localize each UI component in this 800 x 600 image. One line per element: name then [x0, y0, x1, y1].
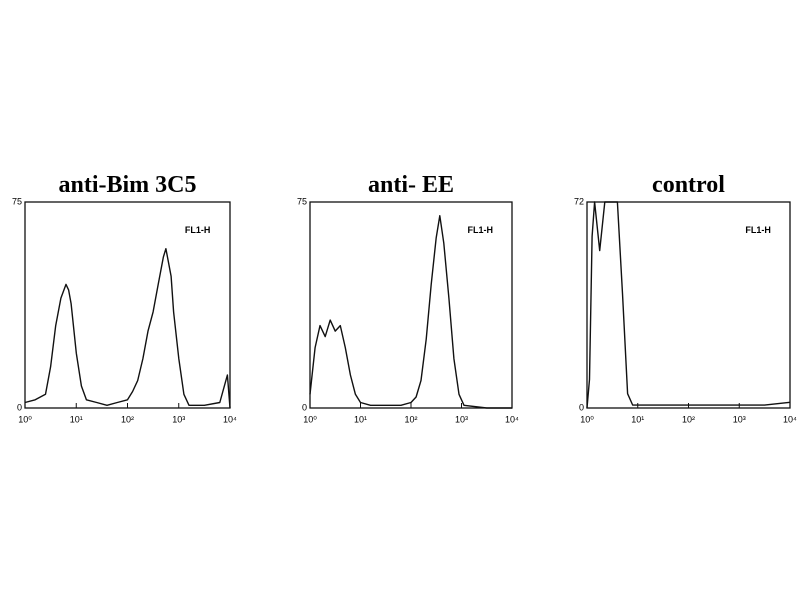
x-tick-label: 10² [404, 414, 417, 424]
panel-title: control [652, 172, 725, 198]
histogram-line [24, 248, 231, 409]
x-tick-label: 10¹ [354, 414, 367, 424]
y-tick-label: 0 [302, 402, 307, 412]
y-tick-label: 72 [574, 196, 584, 206]
y-tick-label: 75 [12, 196, 22, 206]
y-tick-label: 0 [579, 402, 584, 412]
annotation: FL1-H [745, 225, 771, 235]
x-tick-label: 10⁰ [303, 414, 317, 424]
x-tick-label: 10⁴ [783, 414, 797, 424]
annotation: FL1-H [468, 225, 494, 235]
panel-title: anti- EE [368, 172, 454, 198]
x-tick-label: 10³ [455, 414, 468, 424]
annotation: FL1-H [185, 225, 211, 235]
x-tick-label: 10² [121, 414, 134, 424]
panel-title: anti-Bim 3C5 [59, 172, 197, 198]
x-tick-label: 10⁰ [580, 414, 594, 424]
histogram-line [309, 215, 512, 409]
x-tick-label: 10⁴ [223, 414, 237, 424]
x-tick-label: 10¹ [70, 414, 83, 424]
y-tick-label: 0 [17, 402, 22, 412]
x-tick-label: 10³ [172, 414, 185, 424]
y-tick-label: 75 [297, 196, 307, 206]
x-tick-label: 10⁰ [18, 414, 32, 424]
x-tick-label: 10² [682, 414, 695, 424]
x-tick-label: 10³ [733, 414, 746, 424]
histogram-line [586, 201, 791, 409]
x-tick-label: 10⁴ [505, 414, 519, 424]
x-tick-label: 10¹ [631, 414, 644, 424]
